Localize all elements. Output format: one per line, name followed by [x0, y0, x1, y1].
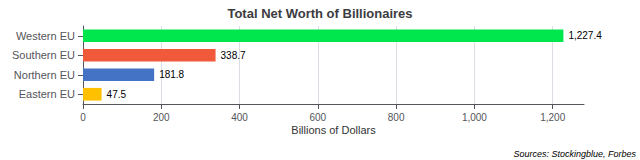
svg-text:Western EU: Western EU — [16, 30, 75, 42]
svg-text:400: 400 — [231, 112, 248, 123]
svg-text:1,227.4: 1,227.4 — [568, 30, 602, 41]
svg-text:Southern EU: Southern EU — [12, 49, 75, 61]
svg-text:200: 200 — [153, 112, 170, 123]
svg-text:0: 0 — [80, 112, 86, 123]
svg-text:Sources: Stockingblue, Forbes: Sources: Stockingblue, Forbes — [513, 149, 636, 159]
svg-text:47.5: 47.5 — [107, 89, 127, 100]
svg-text:600: 600 — [309, 112, 326, 123]
svg-text:181.8: 181.8 — [159, 69, 184, 80]
svg-text:Total Net Worth of Billionaire: Total Net Worth of Billionaires — [227, 6, 412, 21]
svg-text:Eastern EU: Eastern EU — [19, 88, 75, 100]
svg-text:338.7: 338.7 — [221, 50, 246, 61]
svg-text:1,200: 1,200 — [540, 112, 565, 123]
svg-text:Billions of Dollars: Billions of Dollars — [291, 124, 376, 136]
svg-text:1,000: 1,000 — [462, 112, 487, 123]
svg-text:Northern EU: Northern EU — [14, 69, 75, 81]
svg-text:800: 800 — [388, 112, 405, 123]
